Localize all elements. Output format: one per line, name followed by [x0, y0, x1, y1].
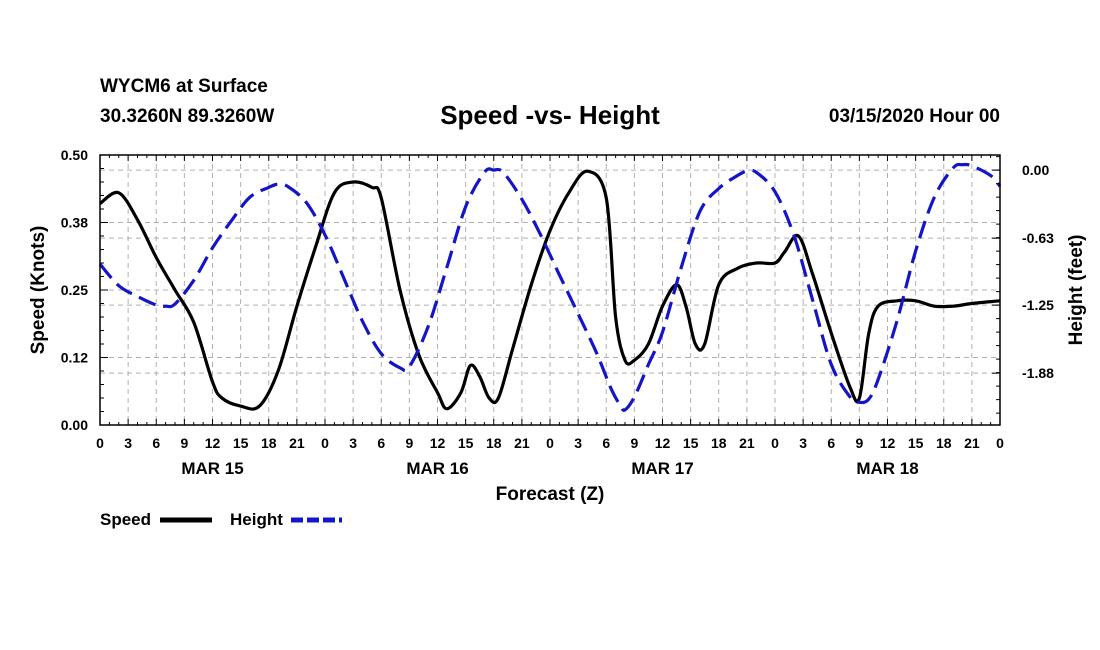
- x-tick-label: 0: [996, 435, 1004, 451]
- y-left-tick-label: 0.38: [61, 215, 88, 231]
- x-tick-label: 21: [514, 435, 530, 451]
- x-tick-label: 15: [683, 435, 699, 451]
- run-time-label: 03/15/2020 Hour 00: [828, 106, 1000, 127]
- left-axis-title: Speed (Knots): [28, 226, 49, 355]
- x-tick-label: 15: [908, 435, 924, 451]
- y-left-tick-label: 0.12: [61, 350, 88, 366]
- x-tick-label: 0: [771, 435, 779, 451]
- x-tick-label: 12: [880, 435, 896, 451]
- x-tick-label: 6: [152, 435, 160, 451]
- x-tick-label: 12: [655, 435, 671, 451]
- grid-layer: [100, 155, 1000, 425]
- x-tick-label: 0: [321, 435, 329, 451]
- x-tick-label: 3: [799, 435, 807, 451]
- speed-series-line: [99, 169, 1001, 411]
- height-series-line: [98, 162, 1002, 412]
- date-label: MAR 18: [856, 459, 918, 478]
- x-tick-label: 18: [486, 435, 502, 451]
- chart-title: Speed -vs- Height: [0, 100, 1100, 131]
- station-label: WYCM6 at Surface: [100, 76, 268, 97]
- y-right-tick-label: 0.00: [1022, 162, 1049, 178]
- x-tick-label: 12: [205, 435, 221, 451]
- right-axis-title: Height (feet): [1066, 235, 1087, 346]
- x-tick-label: 18: [261, 435, 277, 451]
- x-tick-label: 3: [349, 435, 357, 451]
- x-tick-label: 21: [964, 435, 980, 451]
- legend: Speed Height: [100, 510, 342, 529]
- x-tick-label: 6: [377, 435, 385, 451]
- date-label: MAR 17: [631, 459, 693, 478]
- y-right-tick-label: -1.25: [1022, 297, 1054, 313]
- x-tick-label: 18: [936, 435, 952, 451]
- x-axis-title: Forecast (Z): [496, 484, 605, 505]
- legend-height-label: Height: [230, 510, 283, 529]
- x-tick-label: 3: [124, 435, 132, 451]
- y-left-tick-label: 0.50: [61, 147, 88, 163]
- y-right-tick-label: -0.63: [1022, 230, 1054, 246]
- x-tick-label: 6: [827, 435, 835, 451]
- coordinates-label: 30.3260N 89.3260W: [100, 106, 275, 127]
- legend-speed-label: Speed: [100, 510, 151, 529]
- y-right-tick-label: -1.88: [1022, 365, 1054, 381]
- x-tick-label: 0: [546, 435, 554, 451]
- x-tick-label: 15: [458, 435, 474, 451]
- x-tick-label: 9: [405, 435, 413, 451]
- chart-title-text: Speed -vs- Height: [440, 100, 660, 130]
- x-tick-label: 21: [289, 435, 305, 451]
- axis-layer: 0 3 6 9 12 15 18 21 0 3 6 9 12 15 18 21 0 3 6 9 12 15 18 21 0 3 6 9…: [61, 147, 1054, 478]
- x-tick-label: 9: [855, 435, 863, 451]
- x-tick-label: 21: [739, 435, 755, 451]
- x-tick-label: 9: [630, 435, 638, 451]
- x-tick-label: 15: [233, 435, 249, 451]
- x-tick-label: 9: [180, 435, 188, 451]
- series-layer: [98, 162, 1002, 412]
- x-tick-label: 3: [574, 435, 582, 451]
- x-tick-label: 12: [430, 435, 446, 451]
- x-tick-label: 6: [602, 435, 610, 451]
- x-tick-label: 18: [711, 435, 727, 451]
- y-left-tick-label: 0.25: [61, 282, 88, 298]
- date-label: MAR 15: [181, 459, 243, 478]
- y-left-tick-label: 0.00: [61, 417, 88, 433]
- date-label: MAR 16: [406, 459, 468, 478]
- x-tick-label: 0: [96, 435, 104, 451]
